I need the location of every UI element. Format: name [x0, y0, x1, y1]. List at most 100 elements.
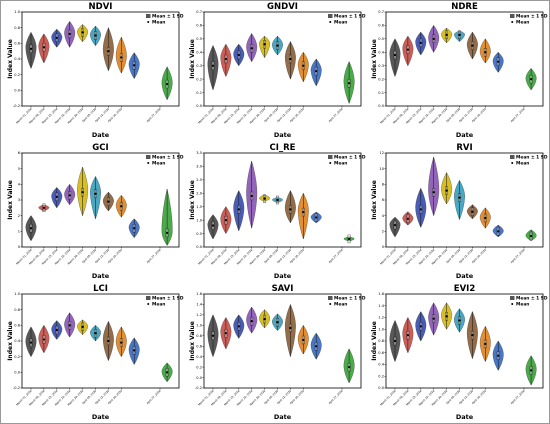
legend-swatch-sd: [328, 155, 333, 159]
mean-point: [42, 338, 46, 341]
mean-point: [497, 60, 500, 63]
y-tick-label: 0.2: [14, 355, 20, 359]
x-axis-label: Date: [92, 131, 110, 139]
mean-point: [406, 334, 409, 337]
y-tick-label: 0.4: [196, 355, 202, 359]
mean-point: [289, 57, 292, 61]
mean-point: [302, 64, 305, 67]
mean-point: [471, 210, 474, 213]
mean-point: [276, 44, 279, 47]
mean-point: [348, 366, 351, 369]
plot-frame: [203, 152, 362, 248]
y-tick-label: 2.0: [196, 191, 202, 195]
mean-point: [445, 189, 448, 192]
legend-swatch-mean: [329, 21, 332, 23]
legend-swatch-mean: [147, 21, 150, 23]
y-tick-label: 4: [18, 183, 21, 187]
y-tick-label: 10: [379, 167, 384, 171]
y-tick-label: 8: [382, 183, 385, 187]
mean-point: [237, 53, 240, 57]
y-tick-label: 0.2: [14, 73, 20, 77]
y-tick-label: 6: [382, 198, 385, 202]
y-tick-label: 0.4: [196, 50, 202, 54]
y-tick-label: 0.5: [196, 37, 202, 41]
mean-point: [419, 41, 422, 44]
y-tick-label: 0.0: [378, 104, 384, 108]
x-axis-label: Date: [274, 413, 292, 421]
chart-title: RVI: [456, 143, 472, 153]
mean-point: [530, 369, 533, 372]
panel-evi2: EVI2 Index Value 0.0 0.2 0.4 0.6 0.8 1.0 1.2 1.4 1…: [371, 284, 548, 421]
mean-point: [237, 325, 240, 328]
legend-swatch-sd: [328, 14, 333, 18]
y-tick-label: 0.0: [378, 386, 384, 390]
mean-point: [107, 339, 110, 343]
y-tick-label: 0.6: [14, 42, 20, 46]
legend-swatch-sd: [328, 296, 333, 300]
mean-point: [42, 206, 46, 209]
mean-point: [250, 320, 253, 323]
mean-point: [432, 317, 435, 320]
mean-point: [348, 237, 351, 241]
y-axis-label: Index Value: [371, 180, 378, 220]
mean-point: [94, 192, 97, 195]
legend-swatch-sd: [146, 14, 151, 18]
panel-gndvi: GNDVI Index Value 0.0 0.1 0.2 0.3 0.4 0.5 0.6 0.7…: [189, 2, 366, 139]
mean-point: [81, 31, 84, 34]
mean-point: [458, 33, 461, 36]
y-tick-label: 0.2: [196, 365, 202, 369]
y-tick-label: 0: [382, 245, 385, 249]
mean-point: [432, 191, 435, 194]
plot-frame: [385, 11, 544, 107]
legend-swatch-sd: [146, 296, 151, 300]
mean-point: [484, 216, 487, 220]
y-tick-label: 1.5: [196, 205, 202, 209]
y-tick-label: 1.6: [378, 292, 384, 296]
legend-label-mean: Mean: [516, 20, 529, 26]
mean-point: [250, 47, 253, 50]
mean-point: [250, 194, 253, 198]
mean-point: [263, 43, 266, 46]
chart-title: GNDVI: [267, 2, 298, 12]
y-tick-label: 0.6: [378, 24, 384, 28]
y-tick-label: 3.5: [196, 151, 202, 155]
legend-label-sd: Mean ± 1 SD: [516, 14, 548, 20]
y-tick-label: 0.6: [196, 24, 202, 28]
y-tick-label: 0.2: [378, 374, 384, 378]
y-tick-label: 0.0: [196, 376, 202, 380]
y-tick-label: 0.2: [378, 77, 384, 81]
x-axis-label: Date: [274, 272, 292, 280]
chart-title: EVI2: [454, 284, 476, 294]
legend-label-sd: Mean ± 1 SD: [334, 296, 366, 302]
mean-point: [224, 57, 227, 61]
y-axis-label: Index Value: [7, 180, 14, 220]
y-tick-label: 0.7: [196, 10, 202, 14]
mean-point: [94, 332, 97, 335]
y-tick-label: 1: [18, 230, 20, 234]
mean-point: [55, 328, 58, 332]
legend-label-sd: Mean ± 1 SD: [516, 155, 548, 161]
y-tick-label: 0.8: [14, 308, 20, 312]
y-axis-label: Index Value: [371, 39, 378, 79]
x-axis-label: Date: [92, 272, 110, 280]
y-tick-label: 0.5: [196, 232, 202, 236]
legend-swatch-sd: [510, 14, 515, 18]
mean-point: [315, 69, 318, 73]
y-tick-label: 0.5: [378, 37, 384, 41]
y-tick-label: 2: [18, 214, 20, 218]
mean-point: [393, 223, 397, 227]
y-tick-label: 2: [382, 230, 384, 234]
y-tick-label: 0.3: [196, 64, 202, 68]
y-tick-label: 1.0: [14, 10, 20, 14]
mean-point: [237, 208, 240, 211]
legend-swatch-sd: [510, 296, 515, 300]
mean-point: [120, 56, 123, 59]
legend-label-sd: Mean ± 1 SD: [152, 155, 184, 161]
legend-label-mean: Mean: [516, 161, 529, 167]
y-tick-label: 0.8: [378, 339, 384, 343]
